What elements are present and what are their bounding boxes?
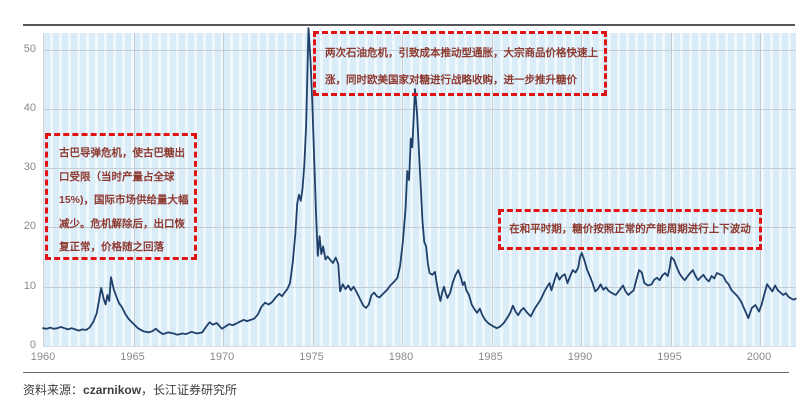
annotation-line-oil-1: 涨，同时欧美国家对糖进行战略收购，进一步推升糖价 [325,74,577,86]
v-gridline-2000 [760,33,761,346]
y-tick-label-20: 20 [23,220,36,233]
x-tick-label-1980: 1980 [388,351,414,363]
x-tick-label-1985: 1985 [478,351,503,363]
source-prefix: 资料来源： [23,383,84,397]
source-name: czarnikow [83,383,142,397]
bottom-rule [23,372,789,373]
y-tick-label-0: 0 [29,339,36,351]
top-rule [23,24,795,26]
annotation-line-oil-0: 两次石油危机，引致成本推动型通胀，大宗商品价格快速上 [325,47,598,59]
y-tick-label-50: 50 [23,42,36,55]
x-tick-label-2000: 2000 [746,351,772,363]
y-tick-label-30: 30 [23,161,36,174]
h-gridline-40 [44,108,796,110]
annotation-line-cuba-2: 15%)，国际市场供给量大幅 [59,194,189,206]
v-gridline-1995 [670,33,672,346]
x-tick-label-1990: 1990 [567,351,593,363]
annotation-line-cuba-3: 减少。危机解除后，出口恢 [59,217,185,230]
annotation-line-cuba-1: 口受限（当时产量占全球 [59,170,175,183]
y-tick-label-40: 40 [23,101,36,114]
annotation-box-oil-crisis: 两次石油危机，引致成本推动型通胀，大宗商品价格快速上 涨，同时欧美国家对糖进行战略… [313,31,607,96]
annotation-line-cuba-0: 古巴导弹危机，使古巴糖出 [59,147,185,159]
x-tick-label-1970: 1970 [209,351,235,363]
x-tick-label-1960: 1960 [30,351,56,363]
annotation-box-peacetime: 在和平时期，糖价按照正常的产能周期进行上下波动 [498,209,762,250]
annotation-line-peace-0: 在和平时期，糖价按照正常的产能周期进行上下波动 [509,223,751,235]
annotation-box-cuba-crisis: 古巴导弹危机，使古巴糖出 口受限（当时产量占全球 15%)，国际市场供给量大幅 减少。… [45,133,197,260]
x-tick-label-1995: 1995 [657,351,682,363]
y-tick-label-10: 10 [23,279,36,292]
v-gridline-1970 [223,33,224,346]
h-gridline-10 [44,286,796,288]
source-note: 资料来源：czarnikow，长江证券研究所 [23,381,237,398]
annotation-line-cuba-4: 复正常，价格随之回落 [59,241,164,253]
x-tick-label-1975: 1975 [299,351,324,363]
source-suffix: ，长江证券研究所 [141,383,238,397]
x-tick-label-1965: 1965 [120,351,145,363]
